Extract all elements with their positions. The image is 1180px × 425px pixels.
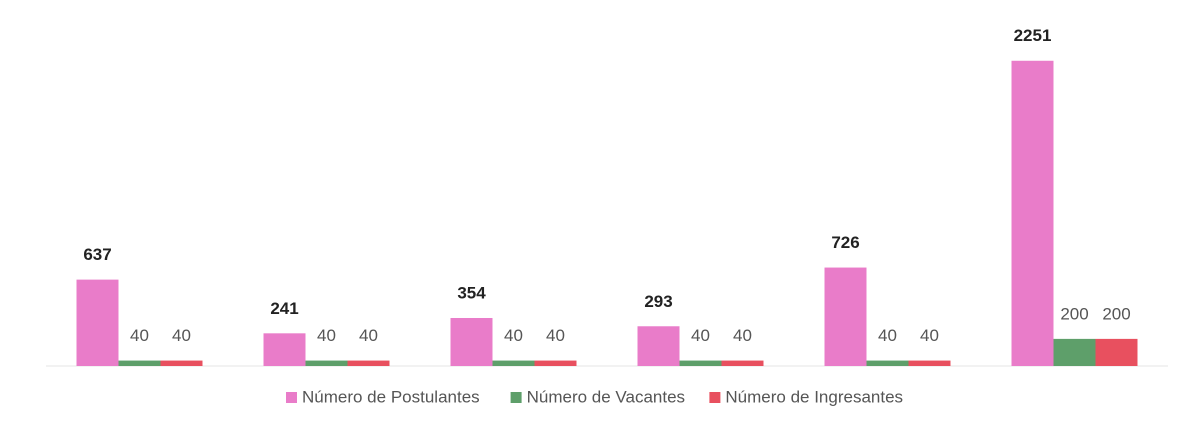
data-label: 40 xyxy=(691,326,710,345)
data-label: 40 xyxy=(733,326,752,345)
legend-label: Número de Postulantes xyxy=(302,387,480,406)
bar xyxy=(76,279,119,366)
legend-label: Número de Vacantes xyxy=(527,387,685,406)
data-label: 40 xyxy=(546,326,565,345)
legend-swatch xyxy=(286,392,297,403)
bar xyxy=(1011,60,1054,366)
legend-swatch xyxy=(510,392,522,403)
data-label: 40 xyxy=(172,326,191,345)
data-label: 637 xyxy=(83,245,111,264)
data-label: 40 xyxy=(920,326,939,345)
bar xyxy=(721,360,764,366)
bar xyxy=(118,360,161,366)
data-label: 40 xyxy=(504,326,523,345)
bar xyxy=(1053,338,1096,366)
bar xyxy=(637,326,680,366)
bar xyxy=(160,360,203,366)
data-label: 293 xyxy=(644,292,672,311)
legend-swatch xyxy=(709,392,721,403)
bar xyxy=(263,333,306,366)
data-label: 200 xyxy=(1060,304,1088,323)
bar xyxy=(679,360,722,366)
data-label: 241 xyxy=(270,299,298,318)
bar xyxy=(305,360,348,366)
bar xyxy=(908,360,951,366)
bar xyxy=(1095,338,1138,366)
data-label: 40 xyxy=(878,326,897,345)
data-label: 726 xyxy=(831,233,859,252)
bar xyxy=(824,267,867,366)
bar xyxy=(866,360,909,366)
data-label: 2251 xyxy=(1014,26,1052,45)
bar xyxy=(492,360,535,366)
legend-label: Número de Ingresantes xyxy=(725,387,903,406)
data-label: 40 xyxy=(317,326,336,345)
bar xyxy=(534,360,577,366)
data-label: 40 xyxy=(130,326,149,345)
data-label: 40 xyxy=(359,326,378,345)
bar xyxy=(347,360,390,366)
data-label: 354 xyxy=(457,283,486,302)
data-label: 200 xyxy=(1102,304,1130,323)
bar xyxy=(450,317,493,366)
